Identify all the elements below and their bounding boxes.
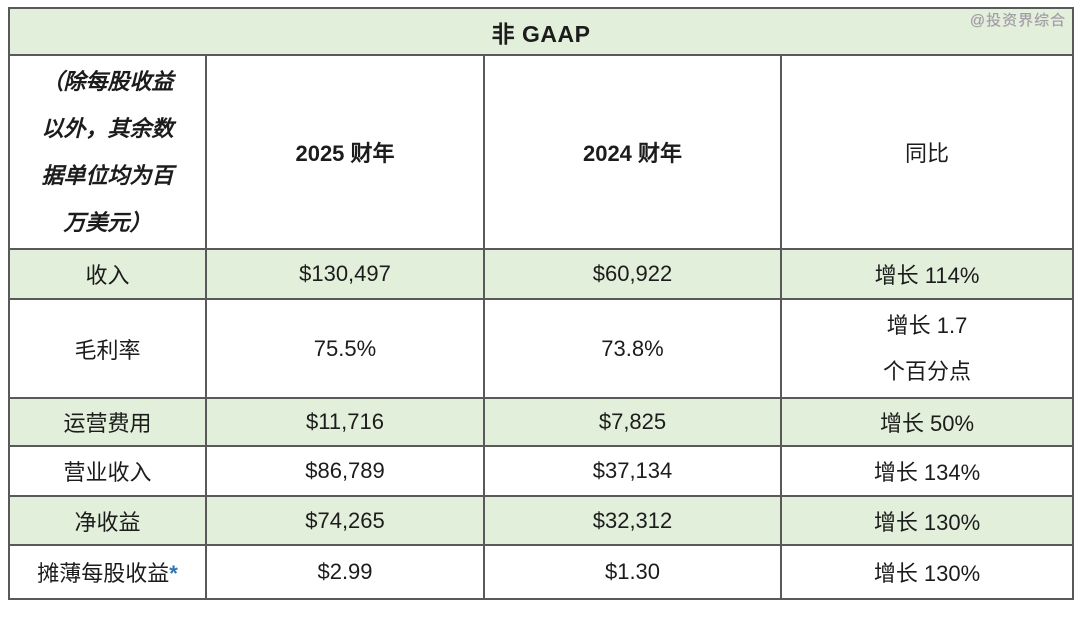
row-label-text: 毛利率 <box>74 337 141 363</box>
fy2025-value: $11,716 <box>205 397 485 447</box>
row-label-text: 营业收入 <box>63 460 152 485</box>
fy2025-value: 75.5% <box>205 298 485 399</box>
table-row-revenue: 收入 $130,497 $60,922 增长 114% <box>8 248 1075 300</box>
yoy-value: 增长 114% <box>779 248 1075 300</box>
fy2025-value: $2.99 <box>205 544 485 600</box>
non-gaap-table: 非 GAAP （除每股收益 以外，其余数 据单位均为百 万美元） 2025 财年… <box>7 7 1075 600</box>
yoy-value: 增长 130% <box>779 544 1075 600</box>
table-title: 非 GAAP <box>7 7 1075 56</box>
fy2024-value: $7,825 <box>483 397 782 447</box>
column-header-fy2025: 2025 财年 <box>205 54 485 250</box>
table-row-diluted-eps: 摊薄每股收益* $2.99 $1.30 增长 130% <box>8 544 1075 600</box>
yoy-value: 增长 134% <box>779 445 1075 497</box>
column-header-fy2024: 2024 财年 <box>483 54 782 250</box>
row-label: 毛利率 <box>8 298 207 399</box>
row-label-text: 净收益 <box>74 509 141 535</box>
row-label: 净收益 <box>8 495 207 546</box>
yoy-value: 增长 130% <box>779 495 1075 546</box>
row-label: 收入 <box>8 248 207 300</box>
fy2024-value: $37,134 <box>483 445 782 497</box>
row-label-text: 收入 <box>85 263 130 288</box>
row-label: 营业收入 <box>8 445 207 497</box>
table-title-row: 非 GAAP <box>7 7 1075 56</box>
units-note: （除每股收益 以外，其余数 据单位均为百 万美元） <box>8 54 207 250</box>
column-header-yoy: 同比 <box>779 54 1075 250</box>
table-row-operating-income: 营业收入 $86,789 $37,134 增长 134% <box>8 445 1075 497</box>
fy2025-value: $86,789 <box>205 445 485 497</box>
table-header-row: （除每股收益 以外，其余数 据单位均为百 万美元） 2025 财年 2024 财… <box>8 54 1075 250</box>
row-label: 运营费用 <box>8 397 207 447</box>
yoy-value: 增长 1.7 个百分点 <box>779 298 1075 399</box>
row-label-text: 运营费用 <box>63 411 152 436</box>
yoy-value: 增长 50% <box>779 397 1075 447</box>
fy2025-value: $74,265 <box>205 495 485 546</box>
table-row-operating-expenses: 运营费用 $11,716 $7,825 增长 50% <box>8 397 1075 447</box>
fy2024-value: $60,922 <box>483 248 782 300</box>
footnote-asterisk: * <box>169 561 178 586</box>
row-label: 摊薄每股收益* <box>8 544 207 600</box>
fy2025-value: $130,497 <box>205 248 485 300</box>
table-row-gross-margin: 毛利率 75.5% 73.8% 增长 1.7 个百分点 <box>8 298 1075 399</box>
fy2024-value: $1.30 <box>483 544 782 600</box>
fy2024-value: $32,312 <box>483 495 782 546</box>
row-label-text: 摊薄每股收益 <box>37 561 170 586</box>
table-row-net-income: 净收益 $74,265 $32,312 增长 130% <box>8 495 1075 546</box>
fy2024-value: 73.8% <box>483 298 782 399</box>
